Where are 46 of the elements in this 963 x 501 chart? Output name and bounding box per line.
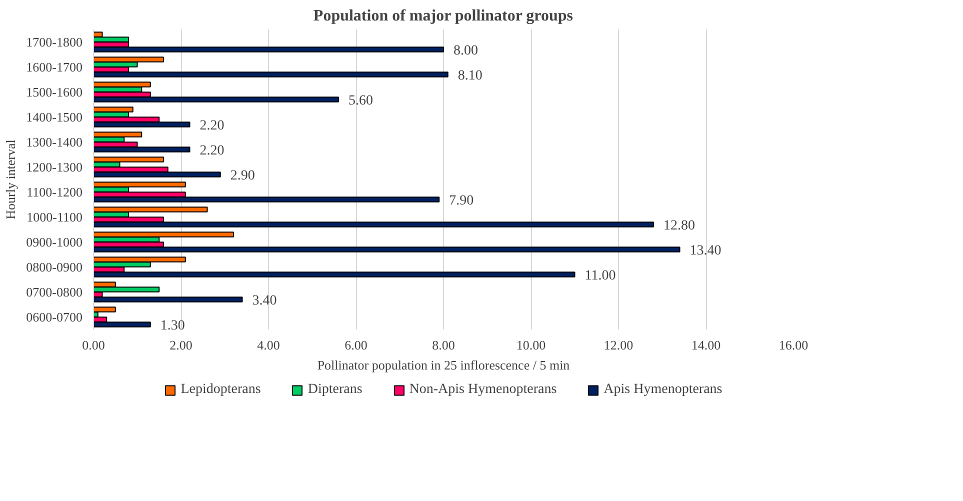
bar <box>94 182 186 188</box>
data-label: 2.20 <box>200 118 224 134</box>
x-tick-label: 12.00 <box>604 338 634 352</box>
bar <box>94 206 208 212</box>
x-tick-label: 8.00 <box>432 338 455 352</box>
bar <box>94 232 234 238</box>
data-label: 8.00 <box>454 44 478 58</box>
y-tick-label: 1200-1300 <box>26 160 83 174</box>
y-tick-label: 0900-1000 <box>26 234 83 250</box>
data-label: 13.40 <box>690 244 722 258</box>
y-tick-label: 0800-0900 <box>26 260 83 274</box>
data-label: 2.20 <box>200 144 224 158</box>
x-tick-label: 6.00 <box>344 338 368 352</box>
data-label: 2.90 <box>230 168 255 184</box>
y-tick-label: 1500-1600 <box>26 84 83 100</box>
data-label: 12.80 <box>664 218 695 234</box>
y-tick-label: 1100-1200 <box>26 184 83 200</box>
y-tick-label: 1400-1500 <box>26 110 83 124</box>
legend-label: Non-Apis Hymenopterans <box>409 382 557 398</box>
x-tick-label: 10.00 <box>516 338 546 352</box>
y-tick-label: 0700-0800 <box>26 284 83 300</box>
y-tick-label: 1300-1400 <box>26 134 83 150</box>
bar <box>94 132 142 138</box>
data-label: 1.30 <box>160 318 185 334</box>
x-tick-label: 2.00 <box>170 338 192 352</box>
data-label: 7.90 <box>449 194 474 208</box>
data-label: 3.40 <box>252 294 277 308</box>
x-tick-label: 0.00 <box>82 338 105 352</box>
x-axis-title: Pollinator population in 25 inflorescence / 5 min <box>317 358 570 372</box>
legend-label: Dipterans <box>308 382 362 398</box>
data-label: 5.60 <box>348 94 373 108</box>
y-tick-label: 1700-1800 <box>26 34 83 50</box>
legend-label: Apis Hymenopterans <box>604 382 722 398</box>
y-tick-label: 1000-1100 <box>26 210 83 224</box>
chart-title: Population of major pollinator groups <box>313 8 574 24</box>
y-axis-title: Hourly interval <box>3 139 18 220</box>
x-tick-label: 14.00 <box>691 338 721 352</box>
y-tick-label: 0600-0700 <box>26 310 83 324</box>
x-tick-label: 4.00 <box>257 338 280 352</box>
x-tick-label: 16.00 <box>778 338 808 352</box>
data-label: 11.00 <box>584 268 616 284</box>
bar <box>94 306 116 312</box>
y-tick-label: 1600-1700 <box>26 60 83 74</box>
bar <box>94 156 164 162</box>
legend-label: Lepidopterans <box>180 382 261 398</box>
data-label: 8.10 <box>458 68 482 84</box>
